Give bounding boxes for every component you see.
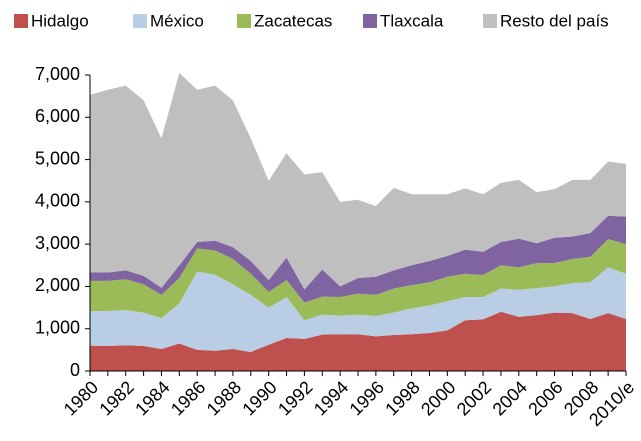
x-tick-label: 1998: [381, 377, 423, 419]
area: [90, 239, 626, 321]
legend-label: Tlaxcala: [380, 11, 444, 30]
area: [90, 311, 626, 371]
legend-label: México: [150, 11, 204, 30]
y-tick-label: 4,000: [35, 191, 80, 211]
y-tick-label: 3,000: [35, 233, 80, 253]
x-tick-label: 1984: [131, 377, 173, 419]
legend-label: Zacatecas: [254, 11, 332, 30]
x-tick-label: 1996: [346, 377, 388, 419]
legend-label: Hidalgo: [31, 11, 89, 30]
legend-swatch: [363, 14, 377, 28]
x-tick-label: 1994: [310, 377, 352, 419]
legend-swatch: [483, 14, 497, 28]
area: [90, 72, 626, 290]
y-tick-label: 7,000: [35, 64, 80, 84]
area: [90, 267, 626, 352]
area: [90, 215, 626, 303]
x-tick-label: 2004: [489, 377, 531, 419]
y-tick-label: 1,000: [35, 317, 80, 337]
x-tick-label: 1992: [274, 377, 316, 419]
legend-swatch: [237, 14, 251, 28]
x-tick-label: 1982: [95, 377, 137, 419]
x-tick-label: 1990: [238, 377, 280, 419]
y-tick-label: 2,000: [35, 275, 80, 295]
legend-label: Resto del país: [500, 11, 609, 30]
legend-swatch: [133, 14, 147, 28]
y-tick-label: 0: [70, 360, 80, 380]
y-tick-label: 6,000: [35, 106, 80, 126]
y-tick-label: 5,000: [35, 148, 80, 168]
x-tick-label: 2000: [417, 377, 459, 419]
x-tick-label: 2002: [453, 377, 495, 419]
x-tick-label: 2006: [524, 377, 566, 419]
x-tick-label: 1980: [60, 377, 102, 419]
x-tick-label: 1986: [167, 377, 209, 419]
legend-swatch: [14, 14, 28, 28]
x-tick-label: 1988: [203, 377, 245, 419]
